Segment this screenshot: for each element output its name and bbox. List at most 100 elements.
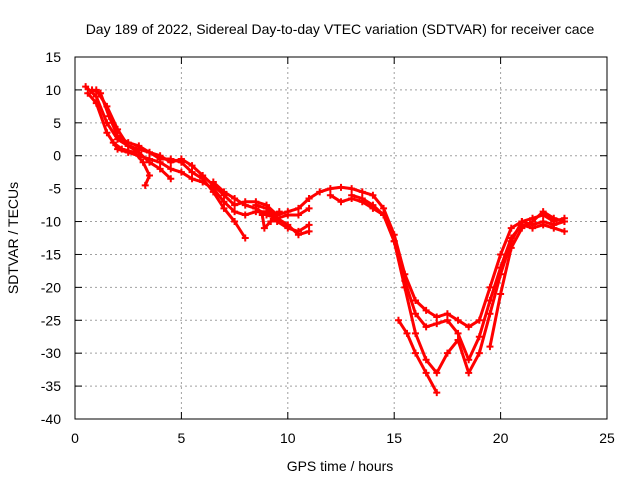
data-point [188, 162, 196, 170]
data-point [241, 211, 249, 219]
series-satellite-track-13 [486, 208, 568, 351]
data-point [326, 191, 334, 199]
x-tick-label: 5 [178, 430, 186, 446]
data-point [394, 316, 402, 324]
data-point [539, 221, 547, 229]
data-point [188, 175, 196, 183]
data-point [141, 181, 149, 189]
plot-area [82, 83, 568, 397]
data-point [241, 234, 249, 242]
data-point [403, 329, 411, 337]
data-point [486, 310, 494, 318]
data-point [358, 195, 366, 203]
data-point [497, 270, 505, 278]
data-point [92, 86, 100, 94]
x-tick-labels: 0 5 10 15 20 25 [71, 430, 615, 446]
data-point [550, 214, 558, 222]
data-point [433, 320, 441, 328]
data-point [486, 283, 494, 291]
data-point [263, 204, 271, 212]
data-point [241, 201, 249, 209]
data-point [369, 201, 377, 209]
data-point [380, 204, 388, 212]
data-point [422, 369, 430, 377]
y-tick-label: -15 [41, 246, 61, 262]
data-point [539, 208, 547, 216]
data-point [109, 139, 117, 147]
data-point [118, 145, 126, 153]
y-tick-label: -30 [41, 345, 61, 361]
data-point [145, 171, 153, 179]
x-tick-label: 0 [71, 430, 79, 446]
y-axis-label: SDTVAR / TECUs [5, 182, 21, 294]
data-point [507, 244, 515, 252]
data-point [188, 168, 196, 176]
series-line [94, 88, 173, 181]
data-point [497, 290, 505, 298]
y-tick-label: 15 [45, 49, 61, 65]
data-point [380, 211, 388, 219]
series-satellite-track-8 [252, 204, 283, 232]
data-point [518, 218, 526, 226]
series-satellite-track-4 [92, 86, 175, 183]
data-point [422, 356, 430, 364]
data-point [560, 218, 568, 226]
plot-frame [74, 56, 608, 420]
data-point [252, 204, 260, 212]
data-point [305, 221, 313, 229]
data-point [486, 343, 494, 351]
data-point [294, 211, 302, 219]
data-point [401, 283, 409, 291]
data-point [231, 201, 239, 209]
data-point [294, 231, 302, 239]
series-line [84, 85, 311, 217]
data-point [337, 183, 345, 191]
x-tick-label: 15 [386, 430, 402, 446]
data-point [209, 188, 217, 196]
series-satellite-track-12 [394, 316, 441, 397]
data-point [518, 224, 526, 232]
data-point [411, 349, 419, 357]
data-point [220, 188, 228, 196]
data-point [422, 323, 430, 331]
data-point [337, 198, 345, 206]
data-point [177, 158, 185, 166]
y-tick-label: -5 [49, 181, 62, 197]
data-point [358, 188, 366, 196]
data-point [550, 224, 558, 232]
data-point [422, 306, 430, 314]
data-point [369, 191, 377, 199]
y-tick-label: -35 [41, 378, 61, 394]
data-point [433, 369, 441, 377]
data-point [390, 237, 398, 245]
data-point [167, 165, 175, 173]
x-tick-label: 25 [599, 430, 615, 446]
data-point [326, 185, 334, 193]
data-point [305, 227, 313, 235]
data-point [529, 218, 537, 226]
data-point [103, 102, 111, 110]
series-line [488, 210, 566, 349]
data-point [348, 185, 356, 193]
data-point [497, 250, 505, 258]
data-point [114, 132, 122, 140]
data-point [82, 83, 90, 91]
data-point [305, 195, 313, 203]
data-point [167, 175, 175, 183]
data-point [316, 188, 324, 196]
y-tick-label: 5 [53, 115, 61, 131]
data-point [260, 224, 268, 232]
series-satellite-track-11 [348, 191, 568, 377]
data-point [231, 195, 239, 203]
data-point [92, 92, 100, 100]
data-point [560, 227, 568, 235]
data-point [475, 316, 483, 324]
data-point [209, 178, 217, 186]
data-point [433, 313, 441, 321]
x-tick-label: 10 [280, 430, 296, 446]
y-tick-label: 10 [45, 82, 61, 98]
data-point [465, 323, 473, 331]
data-point [465, 369, 473, 377]
data-point [305, 204, 313, 212]
